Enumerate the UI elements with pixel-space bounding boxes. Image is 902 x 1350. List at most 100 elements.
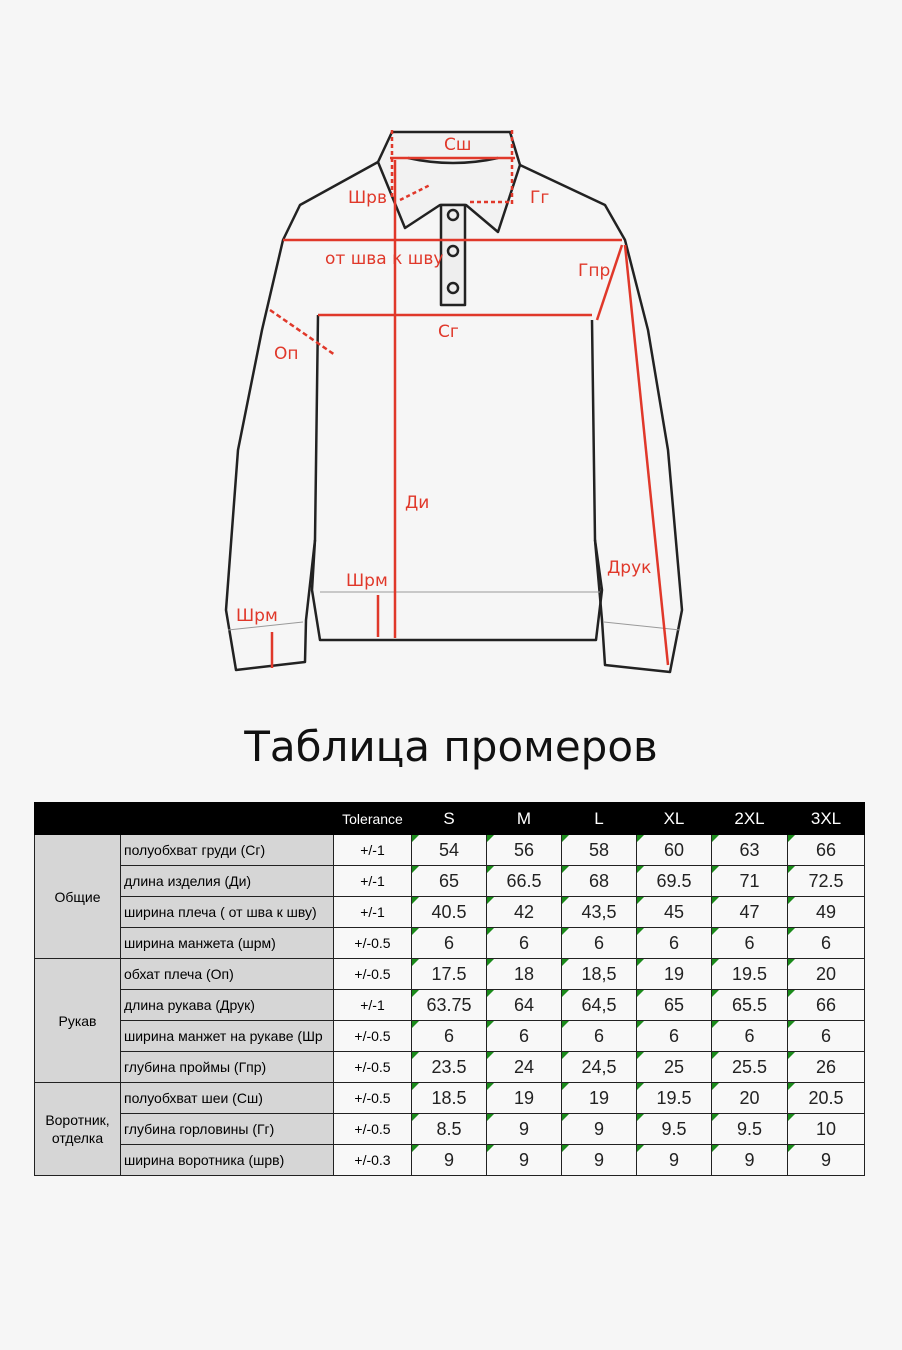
sweater-outline: [224, 130, 684, 674]
cell-comment-marker: [712, 959, 719, 966]
cell-comment-marker: [487, 1083, 494, 1090]
value-text: 40.5: [431, 901, 467, 922]
table-row: ширина плеча ( от шва к шву) +/-1 40.5 42 43…: [35, 896, 865, 928]
cell-comment-marker: [637, 1114, 644, 1121]
value-cell: 63: [711, 834, 788, 866]
value-text: 20: [739, 1087, 760, 1108]
table-row: длина рукава (Друк) +/-1 63.75 64 64,5 65 65.5…: [35, 989, 865, 1021]
param-name: ширина плеча ( от шва к шву): [120, 896, 334, 928]
cell-comment-marker: [712, 835, 719, 842]
value-cell: 9.5: [636, 1113, 712, 1145]
table-row: Воротник, отделка полуобхват шеи (Сш) +/-0…: [34, 1082, 865, 1176]
label-shrm-body: Шрм: [346, 571, 388, 591]
value-text: 68: [588, 870, 610, 891]
cell-comment-marker: [788, 928, 795, 935]
value-cell: 66.5: [486, 865, 562, 897]
value-text: 26: [815, 1056, 837, 1077]
value-text: 20.5: [808, 1087, 844, 1108]
value-cell: 25: [636, 1051, 712, 1083]
value-cell: 20: [787, 958, 865, 990]
value-cell: 9: [787, 1144, 865, 1176]
table-row: длина изделия (Ди) +/-1 65 66.5 68 69.5 71 72.5: [35, 865, 865, 897]
value-cell: 10: [787, 1113, 865, 1145]
value-text: 58: [588, 839, 610, 860]
value-cell: 19.5: [636, 1082, 712, 1114]
value-cell: 71: [711, 865, 788, 897]
param-name: ширина манжета (шрм): [120, 927, 334, 959]
cell-comment-marker: [712, 1083, 719, 1090]
cell-comment-marker: [637, 1052, 644, 1059]
value-text: 9: [518, 1118, 529, 1139]
value-cell: 6: [787, 927, 865, 959]
cell-comment-marker: [637, 835, 644, 842]
value-cell: 9: [411, 1144, 487, 1176]
header-size: S: [411, 802, 487, 835]
value-text: 6: [744, 1025, 755, 1046]
cell-comment-marker: [487, 866, 494, 873]
param-name: длина рукава (Друк): [120, 989, 334, 1021]
value-cell: 6: [561, 1020, 637, 1052]
value-cell: 24,5: [561, 1051, 637, 1083]
cell-comment-marker: [712, 928, 719, 935]
value-text: 47: [739, 901, 760, 922]
value-cell: 9: [486, 1144, 562, 1176]
value-cell: 9: [486, 1113, 562, 1145]
cell-comment-marker: [487, 1145, 494, 1152]
value-text: 18: [513, 963, 535, 984]
cell-comment-marker: [788, 835, 795, 842]
value-cell: 72.5: [787, 865, 865, 897]
value-text: 49: [815, 901, 837, 922]
cell-comment-marker: [487, 1114, 494, 1121]
value-cell: 6: [636, 1020, 712, 1052]
value-cell: 63.75: [411, 989, 487, 1021]
tolerance-cell: +/-1: [333, 989, 412, 1021]
value-cell: 19: [561, 1082, 637, 1114]
value-cell: 20.5: [787, 1082, 865, 1114]
header-blank: [120, 802, 334, 835]
value-text: 19: [588, 1087, 610, 1108]
table-row: ширина воротника (шрв) +/-0.3 9 9 9 9 9 9: [35, 1144, 865, 1176]
value-text: 6: [820, 932, 831, 953]
value-text: 9: [668, 1149, 679, 1170]
cell-comment-marker: [562, 990, 569, 997]
cell-comment-marker: [412, 866, 419, 873]
table-row: глубина горловины (Гг) +/-0.5 8.5 9 9 9.5 9.5 1…: [35, 1113, 865, 1145]
value-cell: 6: [411, 927, 487, 959]
label-sg: Сг: [438, 322, 459, 342]
value-cell: 6: [486, 1020, 562, 1052]
value-cell: 6: [486, 927, 562, 959]
tolerance-cell: +/-1: [333, 865, 412, 897]
value-text: 45: [663, 901, 685, 922]
tolerance-cell: +/-0.5: [333, 927, 412, 959]
cell-comment-marker: [788, 990, 795, 997]
value-text: 18,5: [581, 963, 617, 984]
cell-comment-marker: [487, 1021, 494, 1028]
cell-comment-marker: [412, 1145, 419, 1152]
value-text: 72.5: [808, 870, 844, 891]
header-size: 2XL: [711, 802, 788, 835]
value-cell: 69.5: [636, 865, 712, 897]
cell-comment-marker: [712, 1021, 719, 1028]
cell-comment-marker: [637, 990, 644, 997]
label-shrm-sleeve: Шрм: [236, 606, 278, 626]
cell-comment-marker: [712, 1114, 719, 1121]
value-text: 6: [593, 1025, 604, 1046]
value-text: 66: [815, 839, 837, 860]
value-cell: 60: [636, 834, 712, 866]
cell-comment-marker: [788, 1052, 795, 1059]
label-di: Ди: [405, 493, 429, 513]
header-size: XL: [636, 802, 712, 835]
value-text: 66.5: [506, 870, 542, 891]
value-text: 9.5: [736, 1118, 763, 1139]
param-name: глубина горловины (Гг): [120, 1113, 334, 1145]
value-text: 6: [668, 932, 679, 953]
value-cell: 40.5: [411, 896, 487, 928]
label-op: Оп: [274, 344, 299, 364]
table-row: Рукав обхат плеча (Оп) +/-0.5 17.5 18 18,5 19 1…: [34, 958, 865, 1083]
cell-comment-marker: [788, 897, 795, 904]
value-cell: 17.5: [411, 958, 487, 990]
value-cell: 19: [636, 958, 712, 990]
value-cell: 54: [411, 834, 487, 866]
value-cell: 8.5: [411, 1113, 487, 1145]
cell-comment-marker: [562, 1145, 569, 1152]
